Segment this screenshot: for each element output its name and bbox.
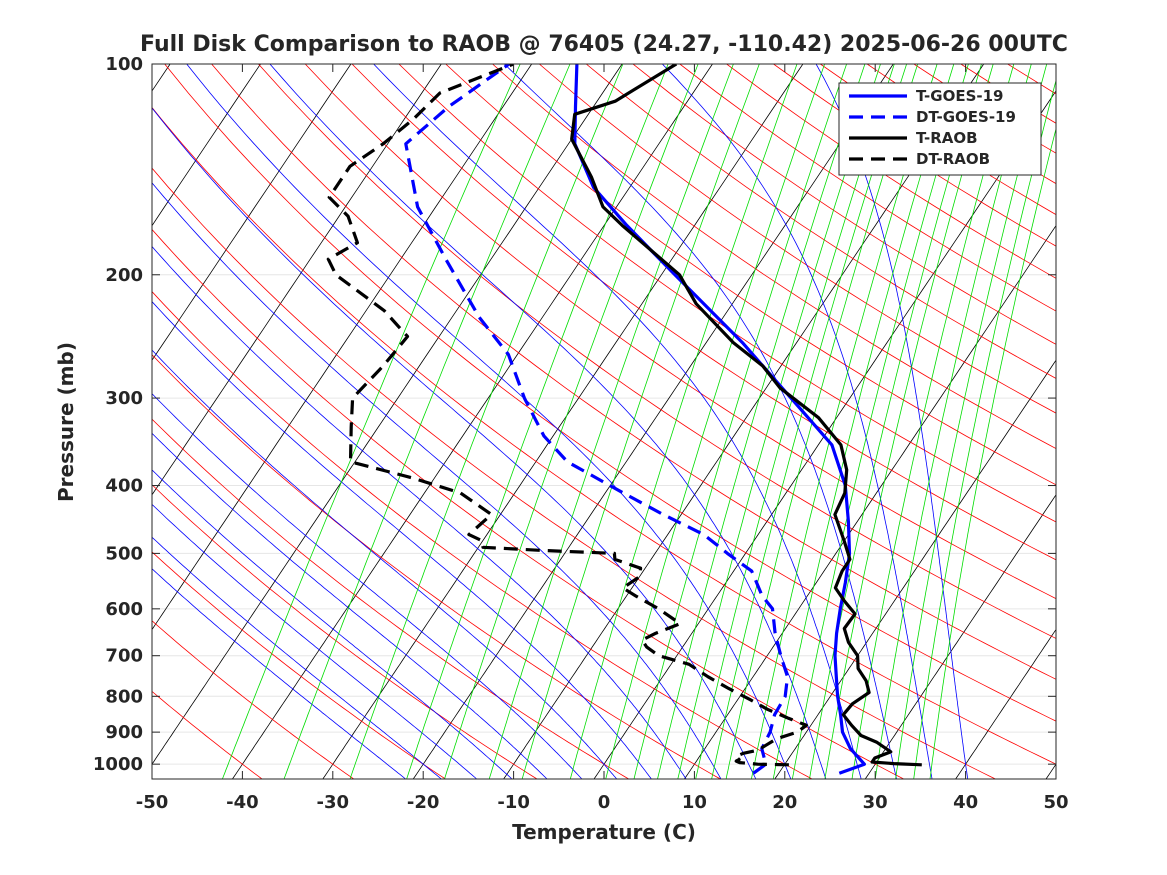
y-tick-label: 600: [105, 599, 143, 620]
dry-adiabat: [152, 690, 263, 779]
mixing-ratio-line: [569, 64, 798, 779]
isotherm: [955, 628, 1056, 779]
mixing-ratio-line: [521, 64, 760, 779]
legend-label: DT-GOES-19: [916, 108, 1016, 126]
x-tick-label: 20: [772, 792, 797, 813]
isotherm: [152, 64, 533, 631]
y-tick-label: 900: [105, 722, 143, 743]
mixing-ratio-line: [657, 64, 866, 779]
moist-adiabat: [815, 64, 969, 779]
axis-ticks: [151, 63, 1057, 779]
dry-adiabat: [258, 64, 1056, 639]
x-tick-label: -50: [136, 792, 169, 813]
mixing-ratio-line: [929, 127, 1056, 779]
x-axis-label: Temperature (C): [512, 820, 696, 844]
isotherm: [152, 64, 623, 765]
mixing-ratio-line: [725, 64, 919, 779]
moist-adiabat: [152, 301, 652, 779]
isotherm: [152, 64, 352, 361]
x-tick-labels: -50 -40 -30 -20 -10 0 10 20 30 40 50: [136, 792, 1069, 813]
mixing-ratio-line: [851, 64, 1015, 779]
x-tick-label: -30: [317, 792, 350, 813]
x-tick-label: -40: [226, 792, 259, 813]
y-tick-label: 300: [105, 388, 143, 409]
dry-adiabat: [152, 354, 721, 779]
mixing-ratio-line: [677, 64, 881, 779]
y-axis-label: Pressure (mb): [54, 342, 78, 502]
moist-adiabat: [152, 503, 477, 779]
y-tick-label: 700: [105, 646, 143, 667]
isotherm: [322, 64, 804, 779]
x-tick-label: 30: [863, 792, 888, 813]
x-tick-label: 0: [598, 792, 611, 813]
mixing-ratio-line: [824, 64, 994, 779]
mixing-ratio-line: [444, 64, 699, 779]
legend: T-GOES-19 DT-GOES-19 T-RAOB DT-RAOB: [838, 82, 1042, 176]
dry-adiabat: [211, 64, 1056, 680]
moist-adiabat: [373, 64, 862, 779]
x-tick-label: 50: [1043, 792, 1068, 813]
isotherm: [593, 90, 1056, 779]
dry-adiabat: [152, 418, 629, 779]
dry-adiabat: [304, 64, 1056, 600]
moist-adiabat: [152, 245, 687, 779]
mixing-ratio-line: [283, 64, 571, 779]
dry-adiabat: [492, 64, 1056, 450]
x-tick-label: 40: [953, 792, 978, 813]
isotherm: [684, 224, 1056, 779]
legend-label: DT-RAOB: [916, 150, 990, 168]
legend-label: T-GOES-19: [916, 87, 1003, 105]
series-line-dt-goes-19: [404, 64, 790, 775]
mixing-ratio-line: [913, 79, 1056, 779]
x-tick-label: -20: [407, 792, 440, 813]
dry-adiabat: [164, 64, 1056, 722]
dry-adiabat: [445, 64, 1056, 486]
mixing-ratio-line: [895, 64, 1048, 779]
mixing-ratio-line: [695, 64, 895, 779]
mixing-ratio-line: [711, 64, 907, 779]
mixing-ratio-line: [874, 64, 1032, 779]
moist-adiabat: [152, 469, 513, 779]
moist-adiabat: [662, 64, 933, 779]
y-tick-labels: 1000 900 800 700 600 500 400 300 200 100: [93, 54, 143, 775]
dry-adiabat: [351, 64, 1056, 561]
y-tick-label: 800: [105, 686, 143, 707]
data-series: [326, 64, 922, 775]
mixing-ratio-line: [809, 64, 982, 779]
y-tick-label: 500: [105, 543, 143, 564]
isotherm: [152, 64, 442, 496]
moist-adiabat: [504, 64, 897, 779]
legend-label: T-RAOB: [916, 129, 978, 147]
moist-adiabat: [152, 107, 757, 779]
moist-adiabat: [152, 393, 583, 779]
y-tick-label: 200: [105, 265, 143, 286]
y-tick-label: 400: [105, 476, 143, 497]
moist-adiabat: [152, 568, 406, 779]
chart-title: Full Disk Comparison to RAOB @ 76405 (24…: [140, 32, 1068, 57]
dry-adiabat: [152, 551, 446, 779]
isotherm: [774, 359, 1056, 779]
moist-adiabat: [152, 536, 442, 779]
dry-adiabat: [585, 64, 1056, 379]
moist-adiabat: [152, 182, 722, 779]
y-tick-label: 1000: [93, 754, 143, 775]
dry-adiabat: [152, 620, 354, 779]
mixing-ratio-line: [751, 64, 938, 779]
series-line-dt-raob: [326, 64, 809, 767]
mixing-ratio-line: [488, 64, 734, 779]
series-line-t-raob: [570, 64, 922, 767]
dry-adiabat: [539, 64, 1056, 414]
moist-adiabat: [152, 432, 548, 779]
mixing-ratio-line: [605, 64, 825, 779]
moist-adiabat: [152, 349, 618, 779]
isotherm: [412, 64, 894, 779]
mixing-ratio-line: [772, 64, 955, 779]
x-tick-label: -10: [497, 792, 530, 813]
mixing-ratio-line: [406, 64, 669, 779]
dry-adiabat: [152, 167, 996, 779]
dry-adiabat: [398, 64, 1056, 523]
x-tick-label: 10: [682, 792, 707, 813]
y-tick-label: 100: [105, 54, 143, 75]
